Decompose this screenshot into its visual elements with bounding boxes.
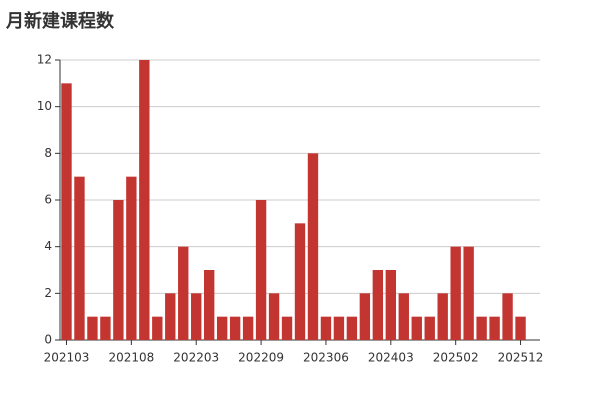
chart-title: 月新建课程数 [5,10,115,32]
x-tick-label: 202403 [368,351,414,365]
y-tick-label: 10 [37,99,52,113]
bar [87,316,98,340]
y-tick-label: 0 [44,333,52,347]
bar [281,316,293,340]
bar [398,293,409,340]
y-tick-label: 4 [44,239,52,253]
bar [346,316,358,340]
bar [307,153,319,340]
bar [294,223,306,340]
bar [437,293,448,340]
bar [450,246,461,340]
x-tick-label: 202103 [44,351,90,365]
bar [255,200,267,340]
bar [74,176,85,340]
bar [372,270,384,340]
bar [216,316,228,340]
y-tick-label: 2 [44,286,52,300]
bar [424,316,435,340]
bar [268,293,280,340]
x-tick-label: 202306 [303,351,349,365]
y-tick-label: 8 [44,146,52,160]
bar [242,316,254,340]
bar [165,293,176,340]
bar [139,60,150,340]
x-tick-label: 202512 [498,351,544,365]
bar [320,316,332,340]
x-tick-label: 202209 [238,351,284,365]
bar [411,316,422,340]
bar [178,246,189,340]
x-tick-label: 202203 [173,351,219,365]
bar [385,270,396,340]
bar [489,316,500,340]
y-tick-label: 12 [37,53,52,67]
bar [204,270,215,340]
bar [502,293,513,340]
bar [126,176,137,340]
bar [113,200,124,340]
bar [333,316,345,340]
bar [191,293,202,340]
bar [100,316,111,340]
bar [476,316,487,340]
bar [152,316,163,340]
x-tick-label: 202502 [433,351,479,365]
bar [515,316,526,340]
y-tick-label: 6 [44,193,52,207]
bar [359,293,371,340]
bar [61,83,72,340]
bar [463,246,474,340]
x-tick-label: 202108 [108,351,154,365]
bar [229,316,241,340]
